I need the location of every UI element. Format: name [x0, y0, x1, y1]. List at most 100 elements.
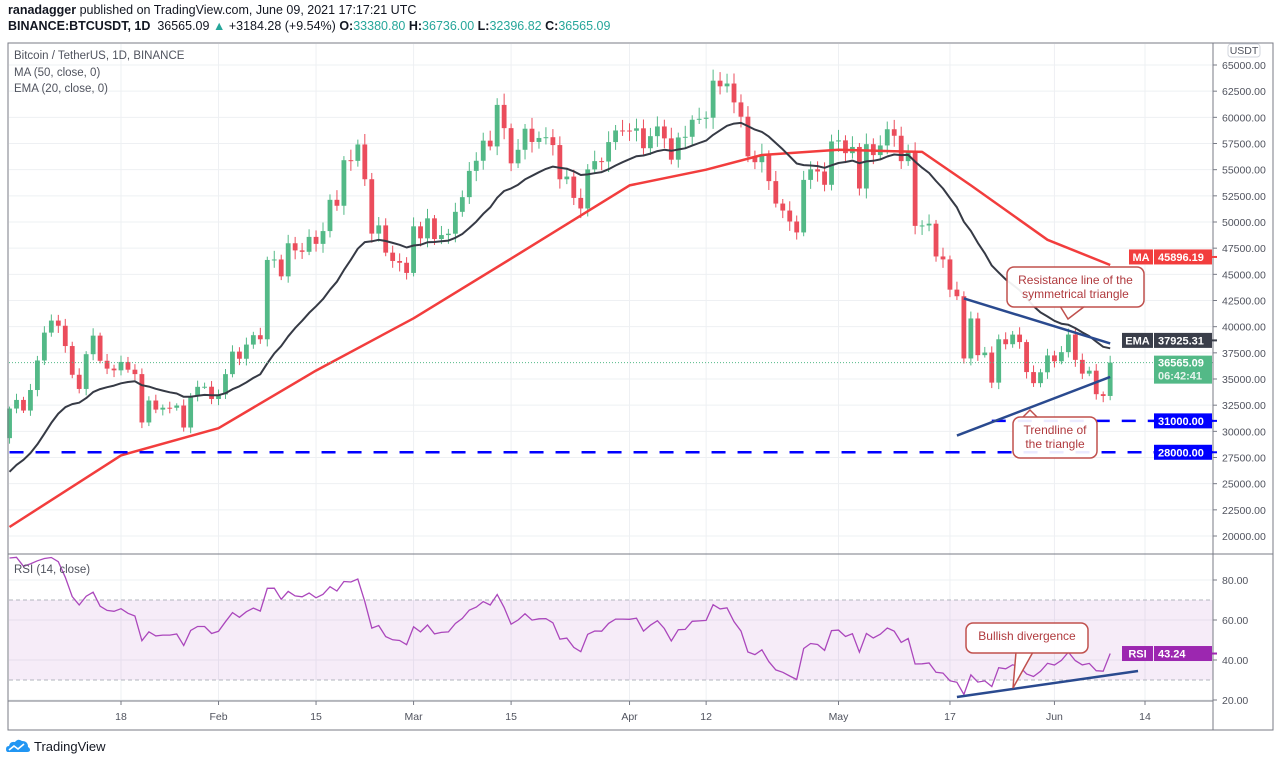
tradingview-logo[interactable]: TradingView [6, 738, 106, 754]
author-name[interactable]: ranadagger [8, 3, 77, 17]
candle [35, 355, 40, 397]
last-price-value: 36565.09 [1158, 358, 1204, 370]
candle-body [446, 233, 451, 236]
candle-body [487, 140, 493, 147]
candle-body [174, 405, 180, 408]
callout-box [1012, 416, 1098, 459]
candle-body [35, 360, 40, 391]
price-tick-label: 62500.00 [1222, 86, 1266, 98]
candle [1017, 327, 1023, 349]
price-tick-label: 55000.00 [1222, 165, 1266, 177]
publish-info: ranadagger published on TradingView.com,… [8, 3, 416, 17]
candle-body [689, 119, 695, 137]
candle [41, 326, 47, 366]
candle-body [237, 351, 242, 359]
candle [97, 332, 103, 364]
price-tick-label: 65000.00 [1222, 60, 1266, 72]
candle-body [682, 136, 688, 138]
legend-ma[interactable]: MA (50, close, 0) [14, 67, 100, 79]
candle-body [550, 137, 556, 146]
level-28000-label-bg [1154, 444, 1212, 460]
candle-body [975, 318, 981, 356]
candle [237, 347, 242, 366]
time-tick-label: May [829, 711, 850, 723]
candle-body [271, 259, 277, 261]
candle-body [717, 80, 723, 87]
candle [912, 142, 918, 235]
candle-body [898, 135, 904, 162]
candle [250, 331, 256, 349]
candle-body [787, 210, 793, 222]
candle [752, 150, 758, 170]
candle [696, 107, 702, 124]
candle-body [390, 252, 396, 261]
ma-price-label-tag: MA [1132, 252, 1149, 264]
price-tick-label: 27500.00 [1222, 453, 1266, 465]
legend-ema[interactable]: EMA (20, close, 0) [14, 83, 108, 95]
candle-body [620, 130, 625, 132]
candle [494, 98, 500, 156]
candle-body [627, 130, 632, 132]
candle [515, 139, 521, 169]
candle [132, 364, 138, 381]
candle [69, 341, 75, 379]
candle [787, 201, 793, 231]
candle-body [989, 352, 995, 383]
grid [9, 44, 1213, 701]
candle [954, 281, 960, 301]
candle-body [48, 320, 54, 333]
triangle-resistance-line [963, 297, 1111, 345]
candle [627, 123, 632, 141]
price-tick-label: 25000.00 [1222, 479, 1266, 491]
candle [829, 134, 834, 191]
candle [766, 150, 772, 190]
candle-body [836, 140, 841, 142]
currency-badge[interactable]: USDT [1227, 43, 1261, 58]
candle-body [968, 318, 974, 359]
candle-body [557, 145, 563, 180]
candle-body [306, 236, 312, 252]
candle-body [933, 223, 939, 257]
candle [355, 139, 361, 167]
time-tick-label: Feb [209, 711, 227, 723]
rsi-divergence-trendline [956, 669, 1139, 699]
low-label: L: [477, 19, 490, 33]
candle [634, 118, 639, 142]
close-value: 36565.09 [558, 19, 611, 33]
candle-body [641, 128, 646, 149]
candle [620, 119, 625, 136]
candle-body [634, 128, 639, 131]
candle [28, 383, 33, 416]
candle-body [599, 161, 605, 163]
price-tick-label: 20000.00 [1222, 531, 1266, 543]
candle-body [459, 197, 465, 212]
rsi-tick-label: 60.00 [1222, 615, 1248, 627]
ema-price-label: EMA 37925.31 [1122, 332, 1217, 348]
candle-body [473, 160, 479, 171]
candle [606, 131, 612, 172]
candle [146, 396, 152, 427]
candle-body [69, 346, 75, 375]
candle-body [536, 137, 542, 142]
candle [411, 217, 416, 277]
candle-body [1031, 372, 1036, 384]
candle-body [961, 296, 967, 359]
candle [947, 255, 953, 298]
candle-body [494, 104, 500, 147]
candle-body [195, 386, 201, 397]
candle [90, 328, 96, 361]
candle [863, 133, 869, 199]
price-tick-label: 52500.00 [1222, 191, 1266, 203]
candle [975, 312, 981, 361]
chart-frame [7, 42, 1274, 731]
indicator-lines [8, 121, 1213, 696]
candle [689, 115, 695, 146]
candle-body [724, 83, 730, 87]
candle [1045, 348, 1050, 379]
candle [257, 327, 263, 344]
candle-body [996, 339, 1002, 383]
callout-pointer [1012, 651, 1034, 689]
legend-rsi[interactable]: RSI (14, close) [14, 564, 90, 576]
